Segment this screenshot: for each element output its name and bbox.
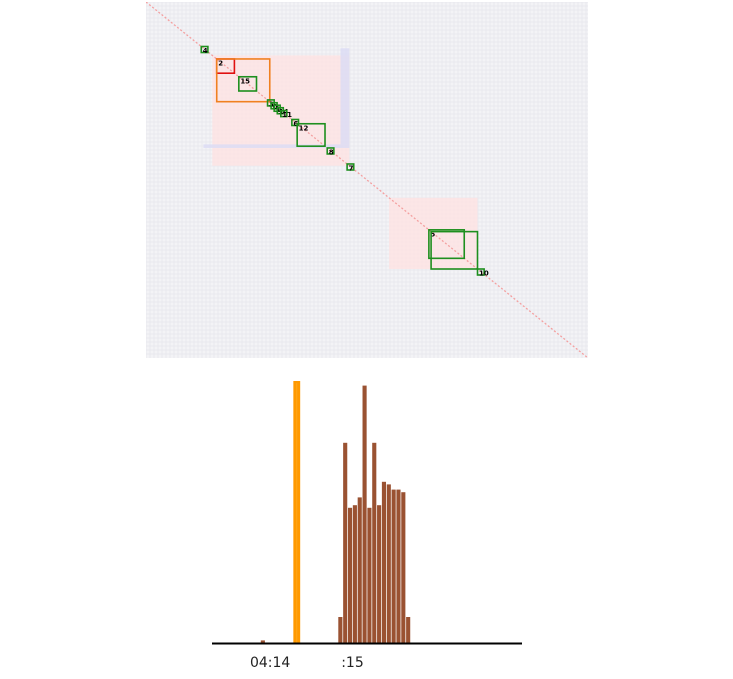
cluster-box — [476, 268, 485, 276]
cluster-box — [346, 163, 355, 171]
histogram-bar — [367, 507, 372, 643]
cluster-label: 7 — [349, 164, 354, 172]
cluster-box — [280, 109, 288, 118]
cluster-label: 0 — [273, 103, 278, 111]
shaded-region-negative — [203, 144, 350, 148]
cluster-label: 5 — [430, 230, 435, 238]
cluster-label: 15 — [240, 77, 250, 85]
histogram-bar — [377, 505, 382, 643]
cluster-box — [430, 230, 479, 270]
shaded-region-negative — [340, 48, 350, 145]
histogram-bar — [406, 617, 411, 643]
histogram-bar — [391, 489, 396, 643]
histogram-bar — [386, 484, 391, 643]
cluster-label: 11 — [282, 111, 292, 119]
cluster-box — [326, 147, 335, 155]
x-tick-label: 04:14 — [250, 655, 290, 671]
histogram-bar — [362, 385, 367, 643]
cluster-label: 12 — [299, 124, 309, 132]
cluster-box — [200, 45, 209, 54]
cluster-box — [291, 118, 300, 127]
histogram-bar — [401, 492, 406, 643]
cluster-label: 4 — [203, 47, 208, 55]
cluster-label: 8 — [329, 148, 334, 156]
histogram-bar — [343, 442, 348, 643]
histogram-bar — [347, 507, 353, 643]
cluster-box — [428, 229, 466, 260]
histogram-bar — [396, 489, 401, 643]
cluster-label: 1 — [276, 106, 281, 114]
histogram-bar — [260, 640, 265, 643]
cluster-label: 2 — [218, 59, 223, 67]
cluster-box — [296, 122, 326, 147]
histogram-bar — [357, 497, 362, 643]
histogram-bar — [372, 442, 377, 643]
x-tick-label: :15 — [341, 655, 364, 671]
cluster-box — [238, 75, 258, 92]
cluster-label: 14 — [279, 108, 289, 116]
cluster-label: 6 — [293, 120, 298, 128]
histogram-bar — [381, 481, 387, 643]
histogram-bar — [352, 505, 357, 643]
histogram-bar — [338, 617, 343, 643]
activity-histogram: 04:14 :15 — [212, 381, 522, 671]
cluster-label: 10 — [479, 270, 489, 278]
diagonal-line — [146, 2, 588, 358]
cluster-box — [215, 58, 271, 103]
matrix-grid — [146, 2, 588, 358]
highlight-bar-inner — [296, 383, 298, 643]
